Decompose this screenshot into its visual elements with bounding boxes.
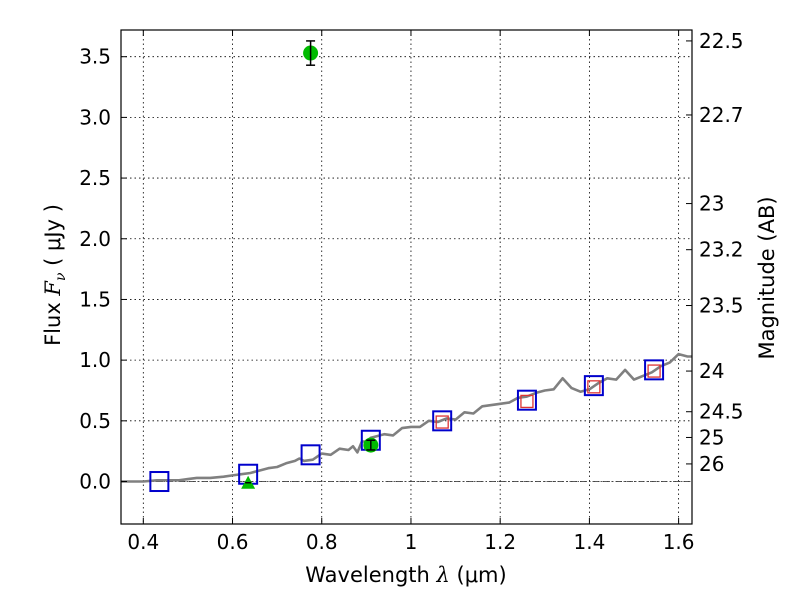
magnitude-tick-label: 25 [699,425,724,449]
y-tick-label: 0.5 [79,409,111,433]
y-axis-label: Flux Fν ( μJy ) [41,204,69,346]
model-photometry-square [300,444,321,466]
magnitude-tick-label: 22.5 [699,29,744,53]
magnitude-tick-label: 22.7 [699,103,744,127]
observed-photometry-square [587,380,601,394]
observed-photometry-square [520,394,534,409]
observed-photometry-square [647,364,661,378]
x-tick-label: 1 [405,530,418,554]
x-tick-label: 0.6 [217,530,249,554]
observed-photometry-square [435,415,449,429]
magnitude-tick-label: 23.5 [699,294,744,318]
data-layer [121,40,692,493]
model-photometry-square [516,389,537,411]
x-tick-label: 1.2 [484,530,516,554]
y-tick-label: 1.5 [79,287,111,311]
magnitude-tick-label: 23.2 [699,238,744,262]
ticks: 0.4 0.6 0.8 1 1.2 1.4 1.6 0.0 0.5 1.0 1.5 2.0 2.5 3.0… [79,29,743,554]
y-tick-label: 3.5 [79,45,111,69]
model-photometry-square [644,359,665,381]
plot-frame [120,29,693,525]
model-spectrum-line [121,352,692,483]
model-photometry-square [583,375,604,397]
model-photometry-square [432,410,453,432]
magnitude-tick-label: 24.5 [699,400,744,424]
y-tick-label: 1.0 [79,348,111,372]
y-tick-label: 0.0 [79,470,111,494]
x-tick-label: 0.4 [127,530,159,554]
magnitude-tick-label: 24 [699,359,724,383]
x-tick-label: 1.6 [663,530,695,554]
y-tick-label: 2.0 [79,227,111,251]
x-tick-label: 1.4 [573,530,605,554]
y-tick-label: 3.0 [79,105,111,129]
x-tick-label: 0.8 [306,530,338,554]
magnitude-tick-label: 26 [699,452,724,476]
y2-axis-label: Magnitude (AB) [755,196,779,359]
y-tick-label: 2.5 [79,166,111,190]
model-photometry-square [149,471,170,493]
x-axis-label: Wavelength λ (μm) [305,563,506,587]
magnitude-tick-label: 23 [699,192,724,216]
